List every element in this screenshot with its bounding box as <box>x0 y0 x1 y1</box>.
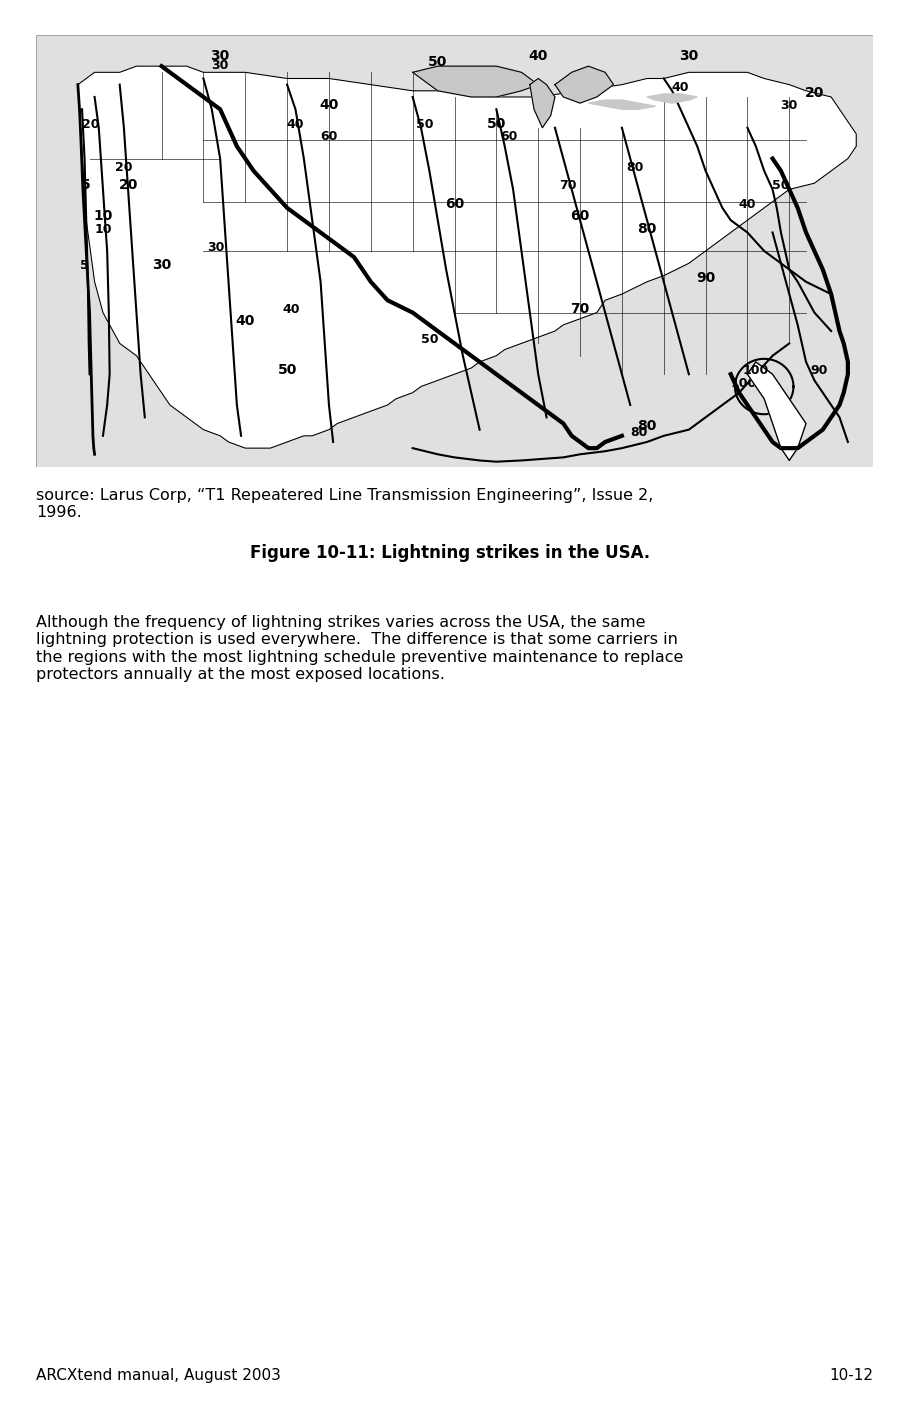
Text: 10: 10 <box>94 222 112 236</box>
Text: ARCXtend manual, August 2003: ARCXtend manual, August 2003 <box>36 1367 281 1383</box>
Text: 60: 60 <box>445 197 464 211</box>
Text: 30: 30 <box>152 259 171 273</box>
Text: 20: 20 <box>115 161 132 174</box>
Text: 40: 40 <box>283 303 300 315</box>
Text: 80: 80 <box>626 161 644 174</box>
Polygon shape <box>555 66 614 103</box>
Text: source: Larus Corp, “T1 Repeatered Line Transmission Engineering”, Issue 2,
1996: source: Larus Corp, “T1 Repeatered Line … <box>36 488 653 520</box>
Text: 100: 100 <box>730 376 756 389</box>
Text: 60: 60 <box>320 130 338 143</box>
Text: Figure 10-11: Lightning strikes in the USA.: Figure 10-11: Lightning strikes in the U… <box>250 544 650 563</box>
Text: 60: 60 <box>500 130 518 143</box>
Text: 100: 100 <box>742 365 769 378</box>
Text: 50: 50 <box>487 117 506 130</box>
Polygon shape <box>748 362 806 461</box>
Text: 40: 40 <box>236 314 255 328</box>
Text: 20: 20 <box>805 86 824 100</box>
Text: 30: 30 <box>780 99 798 112</box>
Text: 10: 10 <box>94 209 112 223</box>
Text: 40: 40 <box>739 198 756 211</box>
Text: 40: 40 <box>528 49 548 64</box>
Text: 70: 70 <box>559 180 576 192</box>
Text: 40: 40 <box>320 99 338 112</box>
Text: 30: 30 <box>212 59 229 72</box>
Text: 20: 20 <box>119 178 138 192</box>
Text: 50: 50 <box>277 363 297 378</box>
Text: 60: 60 <box>571 209 590 223</box>
Text: 70: 70 <box>571 301 590 315</box>
Text: Although the frequency of lightning strikes varies across the USA, the same
ligh: Although the frequency of lightning stri… <box>36 615 683 683</box>
Text: 90: 90 <box>696 271 716 284</box>
Text: 50: 50 <box>428 55 447 69</box>
Text: 10-12: 10-12 <box>829 1367 873 1383</box>
Text: 50: 50 <box>772 180 789 192</box>
FancyBboxPatch shape <box>36 35 873 467</box>
Text: 5: 5 <box>81 178 91 192</box>
Text: 30: 30 <box>680 49 698 64</box>
Text: 90: 90 <box>810 365 827 378</box>
Text: 80: 80 <box>637 419 657 433</box>
Text: 80: 80 <box>637 222 657 236</box>
Polygon shape <box>530 78 555 127</box>
Text: 80: 80 <box>630 426 647 438</box>
Polygon shape <box>78 66 856 448</box>
Text: 50: 50 <box>420 334 438 346</box>
Text: 20: 20 <box>82 117 99 130</box>
Text: 40: 40 <box>671 81 689 93</box>
Text: 50: 50 <box>417 117 434 130</box>
Text: 5: 5 <box>80 259 89 273</box>
Polygon shape <box>647 93 698 103</box>
Text: 40: 40 <box>287 117 304 130</box>
Polygon shape <box>589 100 655 109</box>
Polygon shape <box>413 66 538 98</box>
Text: 30: 30 <box>207 240 225 255</box>
Text: 30: 30 <box>211 49 230 64</box>
